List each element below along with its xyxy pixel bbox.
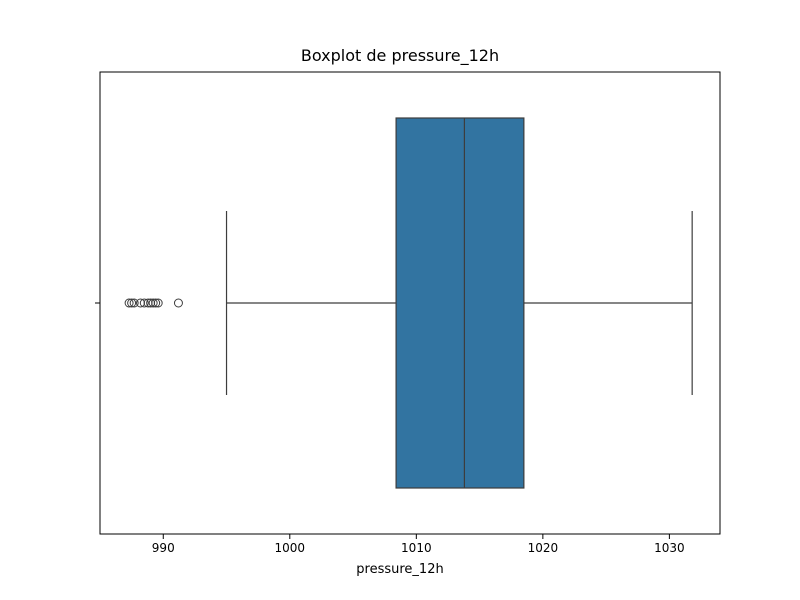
outlier-point [129,298,139,308]
x-tick-label: 1030 [654,541,685,555]
outlier-point [139,298,149,308]
x-axis-label: pressure_12h [356,562,444,577]
outlier-point [173,298,183,308]
outlier-point [153,298,163,308]
x-tick-label: 1010 [401,541,432,555]
x-tick-label: 1000 [275,541,306,555]
chart-title: Boxplot de pressure_12h [300,46,500,65]
outlier-point [148,298,158,308]
x-tick-label: 990 [152,541,175,555]
outlier-point [151,298,161,308]
iqr-box [395,117,525,489]
outlier-point [124,298,134,308]
x-tick-label: 1020 [528,541,559,555]
outlier-point [127,298,137,308]
